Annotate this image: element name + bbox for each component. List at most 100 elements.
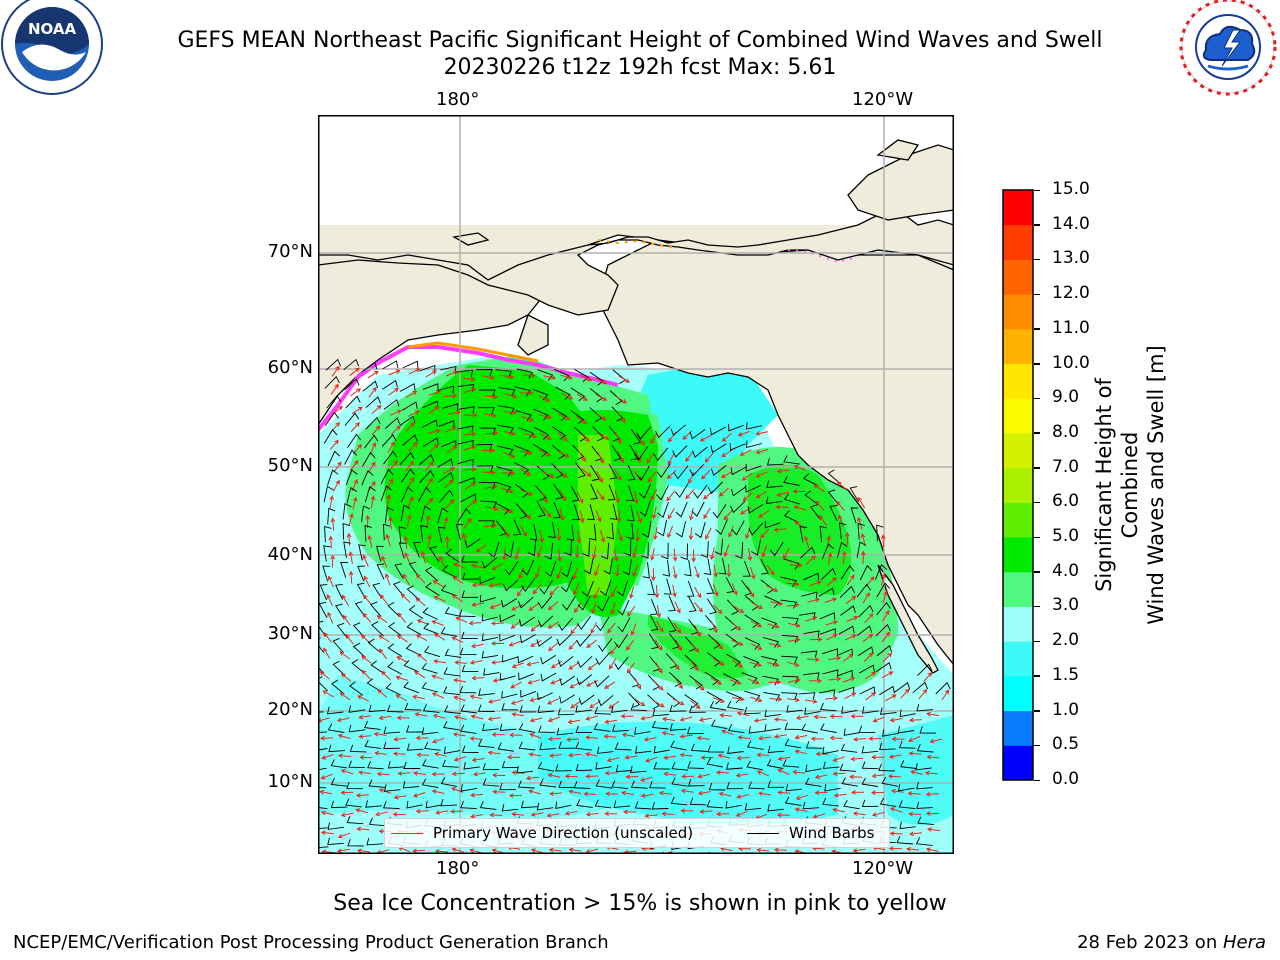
arctic-ocean	[318, 115, 954, 225]
wind-barb	[570, 387, 586, 402]
wind-barb	[667, 616, 677, 633]
wind-barb	[318, 620, 326, 637]
wind-barb	[819, 525, 828, 543]
wave-direction-arrow	[340, 769, 354, 775]
wind-barb	[613, 800, 631, 808]
wind-barb	[588, 524, 597, 541]
wave-direction-arrow	[578, 450, 586, 462]
wind-barb	[479, 594, 496, 603]
wind-barb	[764, 520, 781, 529]
wind-barb	[481, 651, 499, 659]
wave-direction-arrow	[807, 597, 821, 603]
wave-direction-arrow	[378, 648, 388, 660]
wave-direction-arrow	[672, 548, 678, 562]
wave-direction-arrow	[604, 770, 618, 776]
wind-barb	[421, 778, 439, 788]
colorbar-segment	[1003, 328, 1033, 365]
wind-barb	[725, 577, 735, 594]
wave-direction-arrow	[674, 601, 681, 614]
wave-direction-arrow	[387, 441, 395, 453]
wave-direction-arrow	[758, 510, 770, 518]
wind-barb	[879, 797, 897, 807]
wind-barb	[780, 599, 798, 609]
wave-direction-arrow	[837, 514, 844, 527]
wind-barb	[418, 486, 432, 502]
wave-direction-arrow	[453, 695, 466, 702]
wind-barb	[406, 743, 424, 751]
wave-direction-arrow	[865, 576, 875, 587]
map-panel	[318, 115, 954, 854]
wind-barb	[671, 777, 688, 787]
wave-direction-arrow	[804, 699, 818, 704]
colorbar-segment	[1003, 537, 1033, 573]
wave-direction-arrow	[890, 807, 903, 813]
wind-barb	[537, 615, 554, 628]
wind-barb	[460, 493, 477, 503]
wave-direction-arrow	[699, 809, 713, 814]
wind-barb	[879, 742, 896, 751]
wind-barb	[331, 679, 345, 695]
wind-barb	[573, 781, 591, 789]
wave-direction-arrow	[415, 597, 426, 607]
wave-direction-arrow	[444, 499, 455, 509]
wave-direction-arrow	[557, 469, 568, 478]
wind-barb	[443, 686, 460, 696]
wind-barb	[829, 505, 838, 521]
wind-barb	[406, 800, 423, 809]
wind-barb	[673, 465, 689, 480]
wave-direction-arrow	[829, 735, 843, 741]
wind-barb	[343, 541, 351, 558]
wind-barb	[564, 539, 573, 556]
wind-barb	[711, 719, 728, 730]
colorbar-tick-mark	[1034, 258, 1040, 261]
wind-barb	[919, 726, 937, 734]
wave-direction-arrow	[661, 731, 675, 736]
wind-barb	[747, 504, 764, 514]
wind-barb	[400, 504, 411, 521]
wind-barb	[382, 360, 399, 370]
wind-barb	[634, 801, 652, 810]
footer-credit: NCEP/EMC/Verification Post Processing Pr…	[13, 932, 609, 953]
wind-barb	[782, 759, 800, 768]
wave-direction-arrow	[849, 774, 863, 780]
wave-direction-arrow	[733, 605, 745, 613]
wind-barb	[849, 486, 859, 503]
wind-barb	[553, 483, 564, 500]
wind-barb	[839, 763, 857, 772]
wind-barb	[318, 658, 324, 674]
wind-barb	[916, 703, 933, 712]
wave-direction-arrow	[453, 756, 467, 762]
wave-direction-arrow	[926, 827, 940, 832]
wave-direction-arrow	[501, 374, 515, 380]
wind-barb	[364, 434, 379, 449]
wave-direction-arrow	[581, 468, 592, 477]
legend-wind-swatch	[747, 832, 779, 834]
wave-direction-arrow	[585, 811, 599, 817]
wind-barb	[636, 465, 650, 481]
wave-direction-arrow	[747, 678, 760, 685]
lat-label-20n: 20°N	[267, 699, 313, 720]
wind-barb	[751, 539, 762, 556]
wind-barb	[445, 548, 460, 563]
wind-barb	[915, 763, 932, 771]
wave-direction-arrow	[663, 771, 677, 777]
wind-barb	[822, 746, 839, 755]
wind-barb	[726, 782, 744, 790]
wave-direction-arrow	[760, 528, 770, 539]
wind-barb	[630, 765, 647, 774]
wind-barb	[634, 446, 649, 461]
wind-barb	[383, 784, 401, 792]
wave-direction-arrow	[750, 566, 756, 580]
wind-barb	[572, 504, 580, 521]
wind-barb	[764, 724, 781, 732]
wave-direction-arrow	[616, 509, 622, 523]
colorbar-tick-label: 8.0	[1052, 421, 1080, 442]
wind-barb	[822, 761, 840, 769]
wind-barb	[767, 745, 785, 753]
wind-barb	[457, 383, 475, 392]
wave-direction-arrow	[844, 692, 857, 699]
footer-date-text: 28 Feb 2023 on	[1077, 932, 1223, 953]
wind-barb	[401, 468, 415, 483]
wave-direction-arrow	[818, 514, 827, 526]
colorbar-tick-mark	[1034, 224, 1040, 226]
